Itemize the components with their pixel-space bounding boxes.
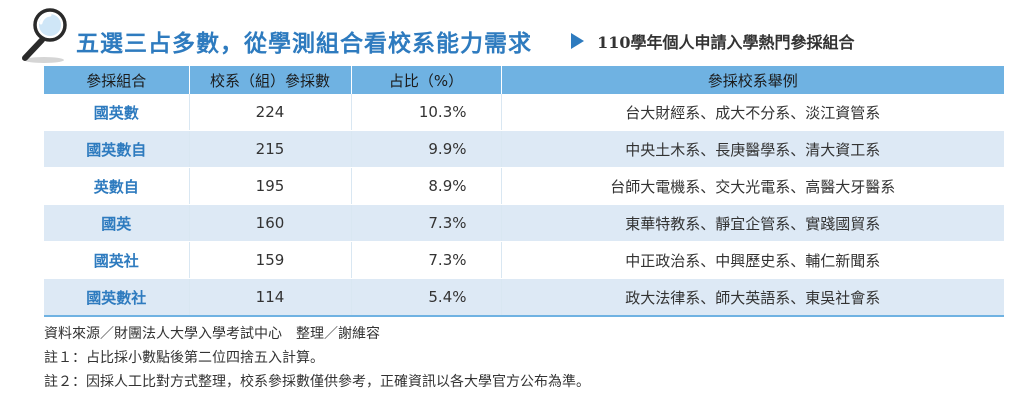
header: 五選三占多數，從學測組合看校系能力需求 110學年個人申請入學熱門參採組合 <box>0 0 1024 66</box>
pct-cell: 8.9% <box>351 167 502 205</box>
table-header: 參採組合 校系（組）參採數 占比（%） 參採校系舉例 <box>44 66 1004 94</box>
table-row: 國英社 159 7.3% 中正政治系、中興歷史系、輔仁新聞系 <box>44 241 1004 279</box>
table-body: 國英數 224 10.3% 台大財經系、成大不分系、淡江資管系 國英數自 215… <box>44 94 1004 317</box>
column-header-count: 校系（組）參採數 <box>189 66 352 94</box>
combination-table: 參採組合 校系（組）參採數 占比（%） 參採校系舉例 國英數 224 10.3%… <box>44 66 1004 317</box>
examples-cell: 政大法律系、師大英語系、東吳社會系 <box>501 278 1004 317</box>
combo-cell: 國英 <box>44 204 190 242</box>
table-row: 國英數社 114 5.4% 政大法律系、師大英語系、東吳社會系 <box>44 278 1004 317</box>
subtitle-text: 110學年個人申請入學熱門參採組合 <box>597 33 855 52</box>
examples-cell: 台師大電機系、交大光電系、高醫大牙醫系 <box>501 167 1004 205</box>
table-row: 英數自 195 8.9% 台師大電機系、交大光電系、高醫大牙醫系 <box>44 167 1004 205</box>
combo-cell: 英數自 <box>44 167 190 205</box>
examples-cell: 中央土木系、長庚醫學系、清大資工系 <box>501 130 1004 168</box>
note-2: 註２：因採人工比對方式整理，校系參採數僅供參考，正確資訊以各大學官方公布為準。 <box>44 374 590 390</box>
column-header-combo: 參採組合 <box>44 66 190 94</box>
triangle-right-icon <box>571 33 584 49</box>
count-cell: 114 <box>189 278 352 317</box>
pct-cell: 9.9% <box>351 130 502 168</box>
pct-cell: 7.3% <box>351 241 502 279</box>
combo-cell: 國英數 <box>44 94 190 131</box>
table-row: 國英數 224 10.3% 台大財經系、成大不分系、淡江資管系 <box>44 94 1004 131</box>
count-cell: 195 <box>189 167 352 205</box>
count-cell: 160 <box>189 204 352 242</box>
examples-cell: 東華特教系、靜宜企管系、實踐國貿系 <box>501 204 1004 242</box>
count-cell: 224 <box>189 94 352 131</box>
pct-cell: 7.3% <box>351 204 502 242</box>
source-note: 資料來源／財團法人大學入學考試中心 整理／謝維容 <box>44 326 380 342</box>
examples-cell: 中正政治系、中興歷史系、輔仁新聞系 <box>501 241 1004 279</box>
footnotes: 資料來源／財團法人大學入學考試中心 整理／謝維容 註１：占比採小數點後第二位四捨… <box>44 322 590 394</box>
count-cell: 215 <box>189 130 352 168</box>
examples-cell: 台大財經系、成大不分系、淡江資管系 <box>501 94 1004 131</box>
note-1: 註１：占比採小數點後第二位四捨五入計算。 <box>44 350 324 366</box>
pct-cell: 10.3% <box>351 94 502 131</box>
combo-cell: 國英數自 <box>44 130 190 168</box>
table-row: 國英 160 7.3% 東華特教系、靜宜企管系、實踐國貿系 <box>44 204 1004 242</box>
table-row: 國英數自 215 9.9% 中央土木系、長庚醫學系、清大資工系 <box>44 130 1004 168</box>
combo-cell: 國英社 <box>44 241 190 279</box>
column-header-pct: 占比（%） <box>351 66 502 94</box>
pct-cell: 5.4% <box>351 278 502 317</box>
subtitle: 110學年個人申請入學熱門參採組合 <box>571 29 855 53</box>
count-cell: 159 <box>189 241 352 279</box>
combo-cell: 國英數社 <box>44 278 190 317</box>
magnifier-icon <box>22 8 67 63</box>
column-header-examples: 參採校系舉例 <box>501 66 1004 94</box>
page-title: 五選三占多數，從學測組合看校系能力需求 <box>76 30 532 57</box>
